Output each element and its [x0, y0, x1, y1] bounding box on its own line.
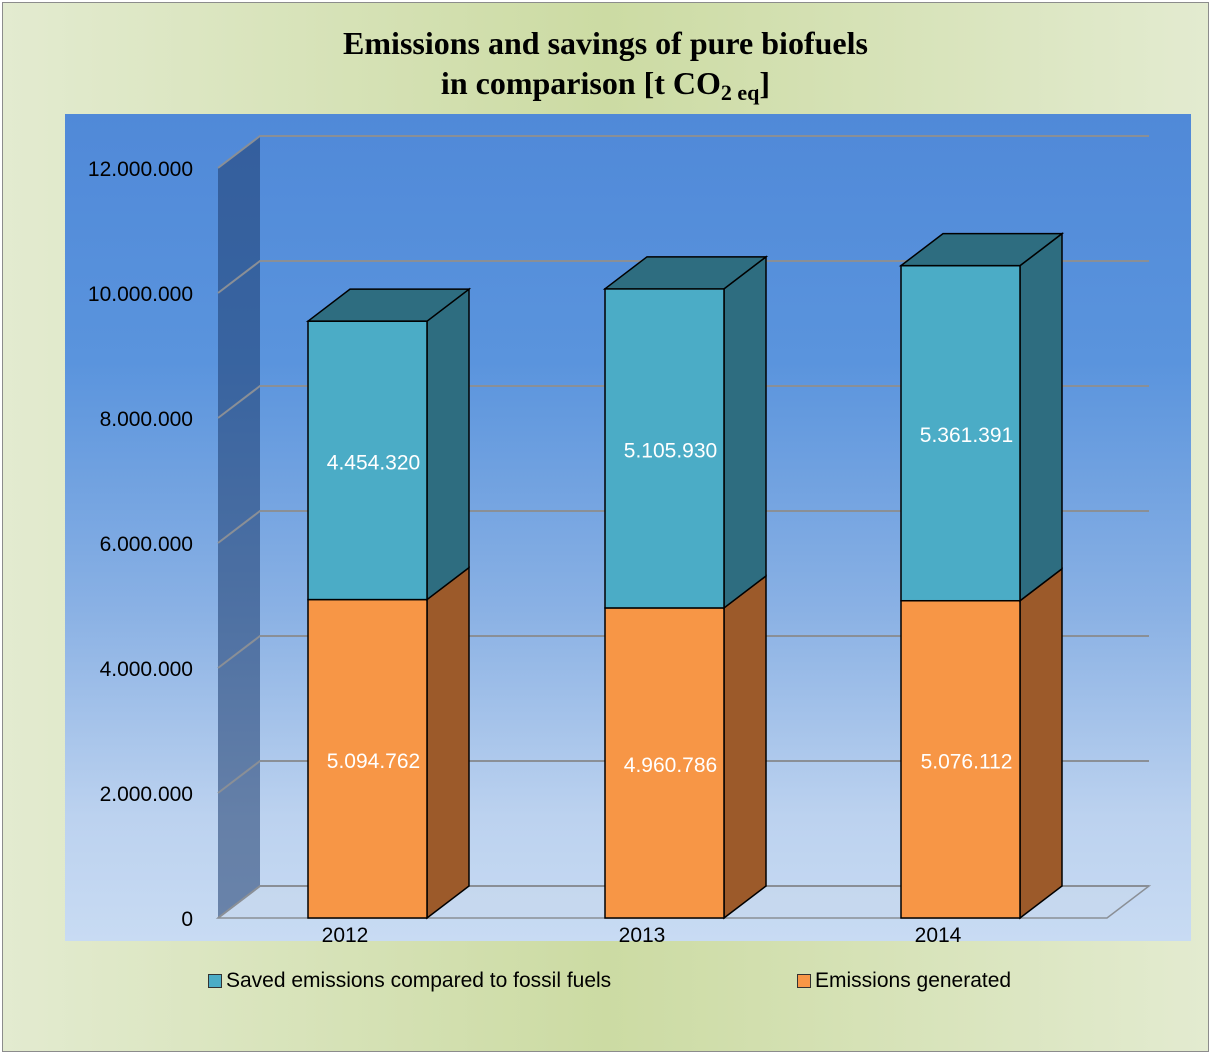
title-line-1: Emissions and savings of pure biofuels — [343, 25, 868, 61]
bar-side — [1019, 567, 1063, 920]
bar-segment — [307, 598, 428, 919]
y-tick-label: 10.000.000 — [88, 283, 193, 306]
bar-segment — [604, 288, 725, 609]
bar-side — [1019, 232, 1063, 603]
gridline — [217, 885, 1149, 919]
legend-item-emissions: Emissions generated — [797, 969, 1011, 993]
title-line-2-end: ] — [759, 65, 771, 101]
gridline — [217, 260, 1149, 294]
data-label: 5.076.112 — [921, 750, 1013, 773]
bar-top — [602, 256, 769, 290]
y-tick-label: 2.000.000 — [100, 783, 193, 806]
data-label: 5.105.930 — [624, 439, 717, 462]
gridline — [217, 635, 1149, 669]
bar-top — [305, 288, 472, 322]
title-line-2: in comparison [t CO2 eq] — [3, 63, 1208, 113]
gridline — [217, 510, 1149, 544]
y-tick-label: 4.000.000 — [100, 658, 193, 681]
x-tick-label: 2012 — [322, 924, 369, 947]
data-label: 4.960.786 — [624, 754, 717, 777]
legend-swatch-emissions — [797, 974, 811, 988]
bar-side — [723, 574, 767, 920]
data-label: 4.454.320 — [327, 451, 420, 474]
bar-segment — [307, 320, 428, 601]
y-tick-label: 6.000.000 — [100, 533, 193, 556]
gridline — [217, 760, 1149, 794]
legend-label-emissions: Emissions generated — [815, 969, 1012, 992]
y-tick-label: 8.000.000 — [100, 408, 193, 431]
y-tick-label: 0 — [181, 908, 193, 931]
x-tick-label: 2014 — [915, 924, 962, 947]
gridline — [217, 385, 1149, 419]
gridline — [217, 135, 1149, 169]
data-label: 5.361.391 — [920, 424, 1013, 447]
bar-side — [426, 287, 470, 602]
bar-segment — [900, 264, 1021, 602]
bar-segment — [900, 599, 1021, 919]
x-tick-label: 2013 — [619, 924, 666, 947]
legend-item-saved: Saved emissions compared to fossil fuels — [208, 969, 611, 993]
bar-top — [898, 232, 1065, 267]
legend-swatch-saved — [208, 974, 222, 988]
chart-title: Emissions and savings of pure biofuels i… — [3, 23, 1208, 113]
bar-side — [723, 255, 767, 610]
bar-side — [426, 566, 470, 920]
title-line-2-text: in comparison [t CO — [440, 65, 721, 101]
legend-label-saved: Saved emissions compared to fossil fuels — [226, 969, 612, 992]
data-label: 5.094.762 — [327, 750, 420, 773]
y-tick-label: 12.000.000 — [88, 158, 193, 181]
title-subscript: 2 eq — [720, 80, 760, 105]
bar-chart: 0 2.000.000 4.000.000 6.000.000 8.000.000 10.… — [88, 135, 1152, 947]
